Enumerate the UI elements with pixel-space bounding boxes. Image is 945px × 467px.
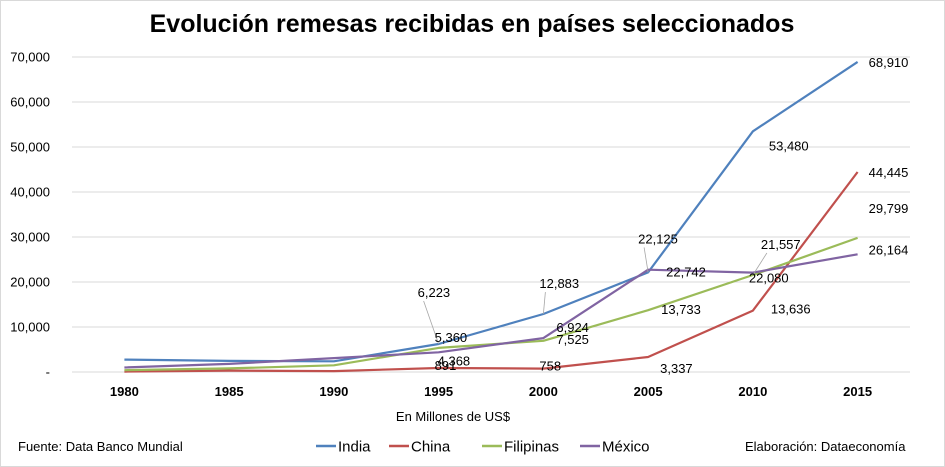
- series-lines: [124, 60, 859, 373]
- x-axis: 1980 1985 1990 1995 2000 2005 2010 2015: [110, 384, 872, 399]
- x-tick-label: 2010: [738, 384, 767, 399]
- data-label: 68,910: [869, 55, 909, 70]
- legend: India China Filipinas México: [316, 439, 650, 456]
- data-label: 26,164: [869, 242, 909, 257]
- series-line-india: [124, 60, 859, 363]
- x-tick-label: 1990: [319, 384, 348, 399]
- legend-label: Filipinas: [504, 439, 559, 456]
- data-label: 22,080: [749, 271, 789, 286]
- y-tick-label: 70,000: [10, 50, 50, 65]
- legend-label: México: [602, 439, 650, 456]
- chart-title: Evolución remesas recibidas en países se…: [150, 10, 795, 38]
- y-tick-label: 50,000: [10, 140, 50, 155]
- data-label: 7,525: [556, 332, 589, 347]
- data-label: 6,223: [418, 285, 451, 300]
- data-label: 21,557: [761, 237, 801, 252]
- data-label: 5,360: [435, 330, 468, 345]
- legend-label: India: [338, 439, 371, 456]
- y-tick-label: 20,000: [10, 275, 50, 290]
- y-axis: - 10,000 20,000 30,000 40,000 50,000 60,000 70,…: [10, 50, 50, 380]
- data-label: 758: [539, 359, 561, 374]
- label-leader-line: [423, 300, 440, 345]
- legend-label: China: [411, 439, 451, 456]
- x-axis-title: En Millones de US$: [396, 409, 511, 424]
- data-label: 3,337: [660, 361, 693, 376]
- y-tick-label: -: [46, 365, 50, 380]
- series-line-china: [124, 171, 859, 373]
- y-tick-label: 10,000: [10, 320, 50, 335]
- data-label: 22,125: [638, 231, 678, 246]
- label-leader-line: [643, 247, 649, 273]
- credit-note: Elaboración: Dataeconomía: [745, 439, 906, 454]
- data-label: 4,368: [438, 353, 471, 368]
- source-note: Fuente: Data Banco Mundial: [18, 439, 183, 454]
- y-tick-label: 40,000: [10, 185, 50, 200]
- data-label: 53,480: [769, 138, 809, 153]
- data-label: 29,799: [869, 201, 909, 216]
- x-tick-label: 1980: [110, 384, 139, 399]
- label-leader-line: [752, 252, 768, 276]
- data-label: 12,883: [539, 276, 579, 291]
- data-labels: 6,223 12,883 22,125 53,480 68,910 891 758 3,337…: [418, 55, 909, 376]
- data-label: 13,733: [661, 302, 701, 317]
- gridlines: [72, 56, 910, 373]
- y-tick-label: 60,000: [10, 95, 50, 110]
- x-tick-label: 1995: [424, 384, 453, 399]
- data-label: 891: [435, 358, 457, 373]
- data-label: 6,924: [556, 320, 589, 335]
- series-line-mexico: [124, 253, 858, 369]
- y-tick-label: 30,000: [10, 230, 50, 245]
- x-tick-label: 2015: [843, 384, 872, 399]
- data-label: 44,445: [869, 165, 909, 180]
- x-tick-label: 1985: [215, 384, 244, 399]
- data-label: 22,742: [666, 265, 706, 280]
- x-tick-label: 2005: [634, 384, 663, 399]
- x-tick-label: 2000: [529, 384, 558, 399]
- label-leader-line: [542, 291, 546, 315]
- data-label: 13,636: [771, 302, 811, 317]
